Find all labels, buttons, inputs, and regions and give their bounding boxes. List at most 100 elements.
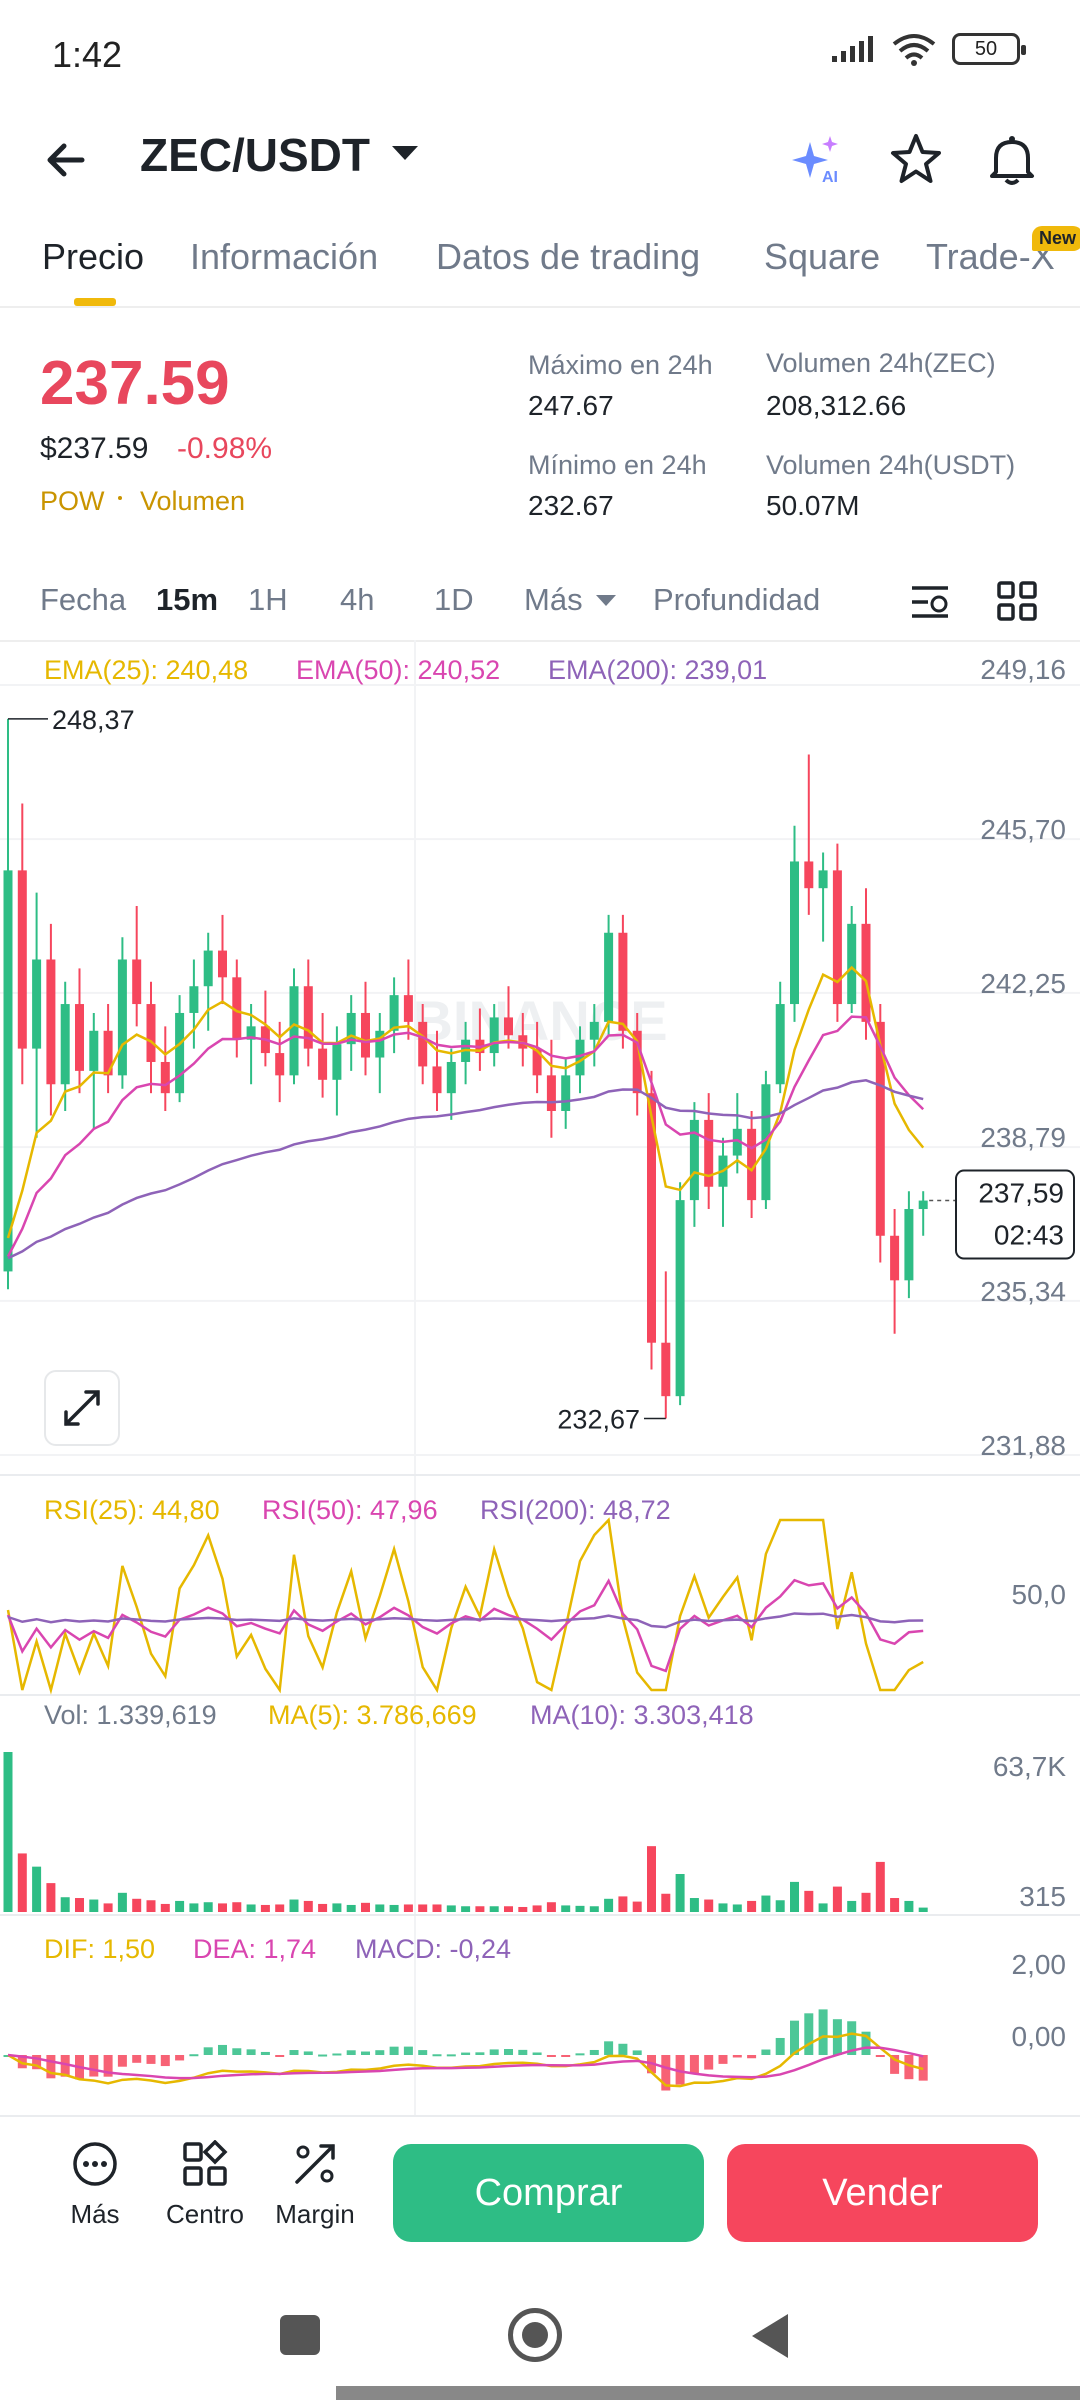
- macd-histogram-bar: [203, 2047, 213, 2055]
- volume-bar: [132, 1898, 142, 1912]
- volume-usdt-label: Volumen 24h(USDT): [766, 450, 1016, 480]
- ema50-label: EMA(50): 240,52: [296, 655, 501, 685]
- back-arrow-icon[interactable]: [38, 130, 98, 190]
- fullscreen-button[interactable]: [44, 1370, 120, 1446]
- tab-precio[interactable]: Precio: [42, 236, 145, 277]
- volume-bar: [775, 1900, 785, 1912]
- macd-histogram-bar: [218, 2044, 227, 2055]
- volume-bar: [60, 1897, 70, 1912]
- volume-bar: [532, 1905, 542, 1912]
- candle-body: [747, 1128, 757, 1201]
- candle-body: [618, 932, 628, 1031]
- macd-histogram-bar: [532, 2052, 542, 2055]
- volume-axis-tick: 315: [1019, 1881, 1066, 1912]
- macd-histogram-bar: [160, 2055, 170, 2067]
- volume-bar: [389, 1904, 399, 1912]
- dea-label: DEA: 1,74: [193, 1934, 317, 1964]
- volume-bar: [175, 1900, 185, 1912]
- volume-bar: [861, 1892, 871, 1912]
- volume-bar: [575, 1905, 585, 1912]
- macd-histogram-bar: [432, 2054, 442, 2057]
- interval-fecha[interactable]: Fecha: [40, 582, 127, 617]
- candle-body: [861, 923, 871, 1022]
- layout-grid-icon[interactable]: [996, 580, 1038, 622]
- volume-bar: [546, 1902, 556, 1912]
- bell-icon[interactable]: [982, 130, 1042, 190]
- macd-histogram-bar: [904, 2055, 914, 2080]
- volume-bar: [661, 1893, 671, 1912]
- mas-caret-icon[interactable]: [596, 595, 616, 606]
- volume-bar: [804, 1890, 814, 1912]
- buy-button[interactable]: Comprar: [393, 2144, 704, 2242]
- interval-15m[interactable]: 15m: [156, 582, 219, 617]
- volume-bar: [418, 1904, 428, 1912]
- volume-bar: [632, 1901, 642, 1912]
- macd-histogram-bar: [546, 2055, 556, 2057]
- price-axis-tick: 242,25: [980, 968, 1066, 999]
- macd-histogram-bar: [718, 2055, 728, 2064]
- tab-informacion[interactable]: Información: [190, 236, 379, 277]
- macd-histogram-bar: [489, 2049, 499, 2055]
- candle-body: [532, 1048, 542, 1076]
- tag-pow[interactable]: POW: [40, 486, 105, 516]
- interval-1d[interactable]: 1D: [434, 582, 474, 617]
- app-header: ZEC/USDT AI: [0, 110, 1080, 202]
- volume-bar: [761, 1895, 771, 1912]
- macd-histogram-bar: [375, 2050, 385, 2055]
- candle-body: [604, 932, 614, 1022]
- macd-histogram-bar: [475, 2052, 485, 2055]
- tab-square[interactable]: Square: [764, 236, 881, 277]
- pair-title[interactable]: ZEC/USDT: [140, 129, 370, 181]
- dea-line: [7, 2046, 924, 2080]
- price-chart[interactable]: 249,16 245,70 242,25 238,79 235,34 231,88 BINA…: [0, 0, 1080, 2120]
- chart-settings-icon[interactable]: [908, 580, 952, 624]
- candle-body: [346, 1012, 356, 1045]
- tag-volumen[interactable]: Volumen: [140, 486, 246, 516]
- ma10-label: MA(10): 3.303,418: [530, 1700, 754, 1730]
- macd-histogram-bar: [818, 2009, 828, 2055]
- macd-histogram-bar: [403, 2046, 413, 2055]
- candle-body: [246, 1026, 256, 1040]
- macd-histogram-bar: [575, 2053, 585, 2056]
- volume-bar: [332, 1903, 342, 1912]
- interval-4h[interactable]: 4h: [340, 582, 375, 617]
- macd-histogram-bar: [189, 2054, 199, 2057]
- macd-axis-tick: 2,00: [1012, 1949, 1067, 1980]
- candle-body: [103, 1030, 113, 1076]
- candle-body: [775, 1004, 785, 1085]
- volume-bar: [3, 1752, 13, 1912]
- macd-histogram-bar: [875, 2055, 885, 2057]
- recent-apps-button[interactable]: [280, 2315, 320, 2355]
- candle-body: [32, 959, 42, 1049]
- candle-body: [504, 1017, 513, 1036]
- home-button[interactable]: [508, 2308, 562, 2362]
- candle-body: [704, 1119, 714, 1187]
- volume-bar: [732, 1904, 742, 1912]
- high-marker-label: 248,37: [52, 705, 135, 735]
- interval-profundidad[interactable]: Profundidad: [653, 582, 821, 617]
- pair-dropdown-caret-icon[interactable]: [392, 146, 418, 160]
- tab-datos-de-trading[interactable]: Datos de trading: [436, 236, 701, 277]
- star-icon[interactable]: [886, 130, 946, 190]
- ai-sparkle-icon[interactable]: AI: [788, 130, 848, 190]
- back-triangle-icon[interactable]: [748, 2312, 792, 2360]
- candle-body: [418, 1021, 428, 1067]
- volume-bar: [203, 1902, 213, 1912]
- volume-usdt-value: 50.07M: [766, 490, 860, 521]
- candle-body: [375, 1030, 385, 1058]
- low-marker-label: 232,67: [557, 1404, 640, 1434]
- candle-body: [117, 959, 127, 1076]
- macd-histogram-bar: [175, 2055, 185, 2061]
- margin-button[interactable]: Margin: [265, 2140, 365, 2230]
- rsi25-label: RSI(25): 44,80: [44, 1495, 220, 1525]
- macd-histogram-bar: [632, 2050, 642, 2055]
- more-button[interactable]: Más: [45, 2140, 145, 2230]
- sell-button[interactable]: Vender: [727, 2144, 1038, 2242]
- candle-body: [332, 1044, 342, 1080]
- interval-mas[interactable]: Más: [524, 582, 583, 617]
- macd-histogram-bar: [146, 2055, 156, 2064]
- centro-button[interactable]: Centro: [155, 2139, 255, 2230]
- interval-1h[interactable]: 1H: [248, 582, 288, 617]
- macd-histogram-bar: [661, 2055, 671, 2091]
- volume-bar: [117, 1892, 127, 1912]
